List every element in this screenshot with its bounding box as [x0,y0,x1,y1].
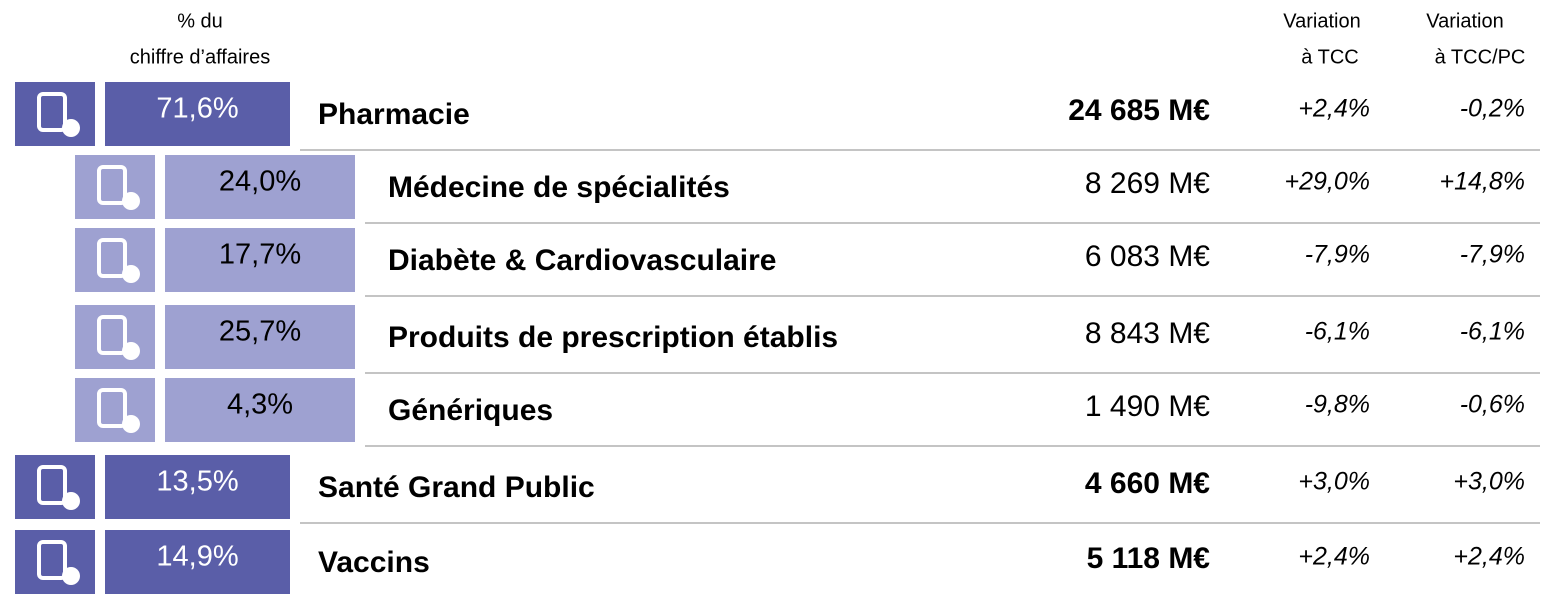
share: 17,7% [219,239,301,271]
icon [37,465,67,505]
icon [122,415,140,433]
header-var-tcc: Variation [1283,10,1360,32]
icon [97,388,127,428]
name: Pharmacie [318,98,470,131]
var-tcc: -6,1% [1305,318,1370,346]
name: Médecine de spécialités [388,171,730,204]
icon-box [75,305,155,369]
revenue: 5 118 M€ [1087,542,1211,575]
share: 71,6% [156,93,238,125]
header-share: chiffre d’affaires [130,46,270,68]
icon [97,165,127,205]
icon [97,238,127,278]
revenue: 1 490 M€ [1085,390,1210,423]
icon [62,119,80,137]
var-tcc-pc: +14,8% [1440,168,1526,196]
var-tcc-pc: -0,2% [1460,95,1525,123]
name: Produits de prescription établis [388,321,838,354]
share-box [105,82,290,146]
share: 14,9% [156,541,238,573]
header-var-tcc-pc: Variation [1426,10,1503,32]
icon [62,567,80,585]
icon-box [15,530,95,594]
revenue: 24 685 M€ [1068,94,1210,127]
icon-box [75,228,155,292]
icon [37,540,67,580]
icon [37,92,67,132]
var-tcc: +2,4% [1298,543,1370,571]
icon [122,192,140,210]
revenue: 6 083 M€ [1085,240,1210,273]
var-tcc-pc: +2,4% [1453,543,1525,571]
header-share: % du [177,10,223,32]
share-box [165,305,355,369]
revenue: 8 269 M€ [1085,167,1210,200]
var-tcc: -9,8% [1305,391,1370,419]
icon [122,265,140,283]
share-box [165,378,355,442]
share-box [105,530,290,594]
share-box [165,155,355,219]
icon-box [75,155,155,219]
icon-box [15,82,95,146]
name: Diabète & Cardiovasculaire [388,244,777,277]
share-box [165,228,355,292]
header-var-tcc: à TCC [1301,46,1358,68]
share: 4,3% [227,389,293,421]
icon [62,492,80,510]
share: 13,5% [156,466,238,498]
var-tcc: -7,9% [1305,241,1370,269]
share: 25,7% [219,316,301,348]
var-tcc-pc: -0,6% [1460,391,1525,419]
name: Génériques [388,394,553,427]
icon [122,342,140,360]
var-tcc-pc: -7,9% [1460,241,1525,269]
var-tcc: +3,0% [1298,468,1370,496]
icon-box [75,378,155,442]
icon-box [15,455,95,519]
header-var-tcc-pc: à TCC/PC [1435,46,1526,68]
share: 24,0% [219,166,301,198]
share-box [105,455,290,519]
name: Vaccins [318,546,430,579]
var-tcc: +2,4% [1298,95,1370,123]
var-tcc-pc: -6,1% [1460,318,1525,346]
var-tcc: +29,0% [1285,168,1371,196]
name: Santé Grand Public [318,471,595,504]
icon [97,315,127,355]
var-tcc-pc: +3,0% [1453,468,1525,496]
revenue: 4 660 M€ [1085,467,1210,500]
revenue: 8 843 M€ [1085,317,1210,350]
